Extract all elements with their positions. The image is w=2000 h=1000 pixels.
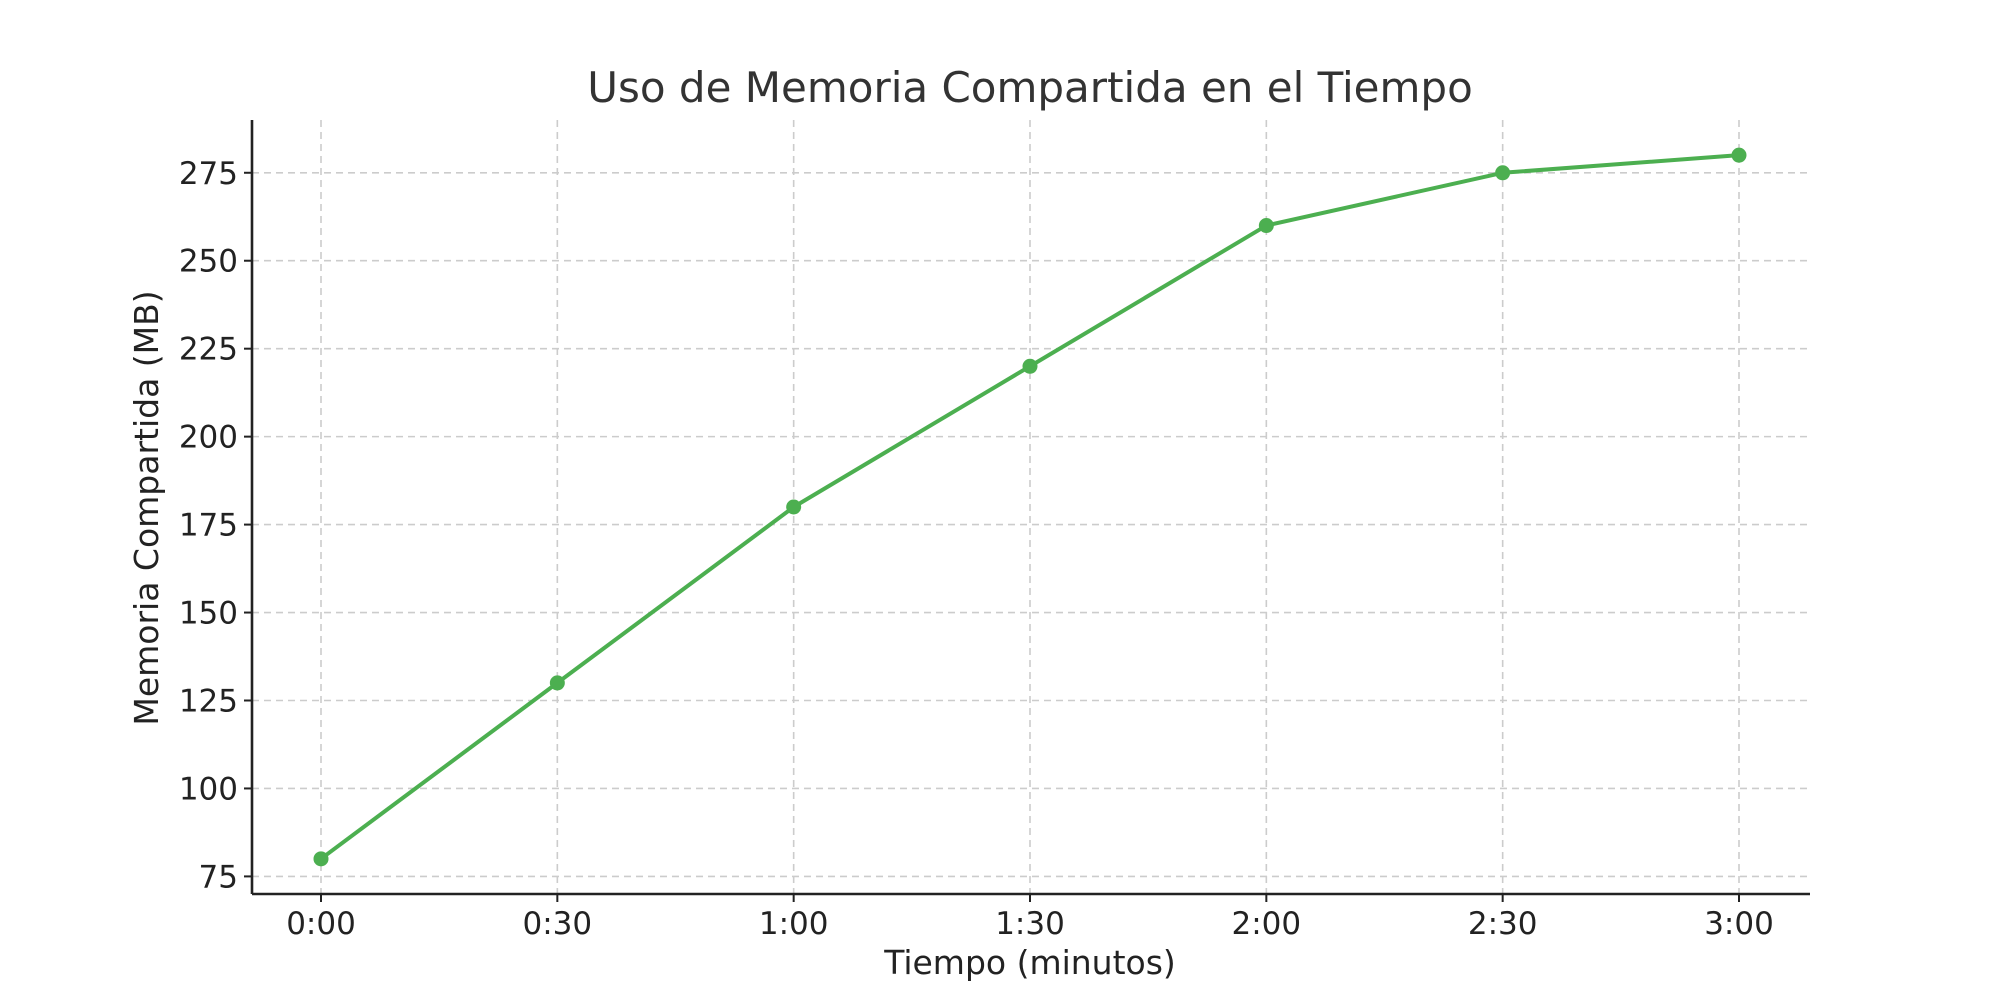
y-tick-label: 250 (179, 244, 238, 280)
x-tick-label: 2:30 (1468, 906, 1538, 942)
y-tick-label: 175 (179, 508, 238, 544)
data-point (1731, 147, 1747, 163)
x-tick-label: 1:30 (995, 906, 1065, 942)
data-point (1495, 165, 1511, 181)
x-axis-ticks: 0:00 0:30 1:00 1:30 2:00 2:30 3:00 (286, 894, 1774, 942)
data-series (313, 147, 1747, 867)
data-point (549, 675, 565, 691)
chart-title: Uso de Memoria Compartida en el Tiempo (587, 63, 1473, 112)
y-tick-label: 125 (179, 684, 238, 720)
x-axis-label: Tiempo (minutos) (883, 943, 1176, 982)
grid (252, 120, 1810, 894)
x-tick-label: 3:00 (1704, 906, 1774, 942)
data-point (313, 851, 329, 867)
y-tick-label: 150 (179, 596, 238, 632)
data-point (1258, 218, 1274, 234)
y-tick-label: 200 (179, 420, 238, 456)
data-point (786, 499, 802, 515)
y-tick-label: 225 (179, 332, 238, 368)
y-axis-label: Memoria Compartida (MB) (127, 290, 166, 725)
y-axis-ticks: 75 100 125 150 175 200 225 250 275 (179, 156, 252, 895)
x-tick-label: 1:00 (759, 906, 829, 942)
y-tick-label: 75 (199, 859, 238, 895)
x-tick-label: 2:00 (1232, 906, 1302, 942)
y-tick-label: 275 (179, 156, 238, 192)
y-tick-label: 100 (179, 771, 238, 807)
axes (250, 120, 1810, 896)
x-tick-label: 0:30 (523, 906, 593, 942)
data-point (1022, 358, 1038, 374)
x-tick-label: 0:00 (286, 906, 356, 942)
